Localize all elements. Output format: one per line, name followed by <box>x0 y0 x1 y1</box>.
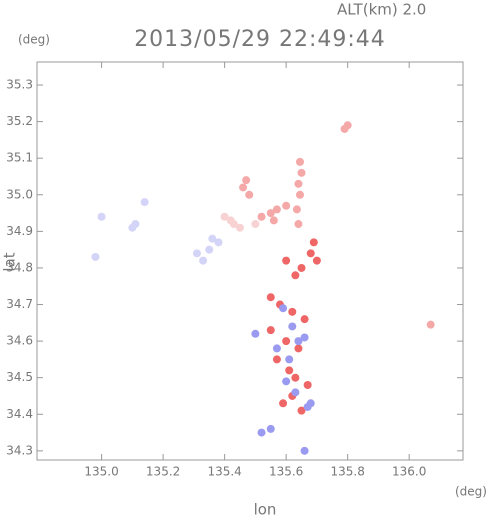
echo-point <box>291 271 300 280</box>
echo-point <box>272 205 281 214</box>
echo-point <box>300 315 309 324</box>
x-unit: (deg) <box>455 485 487 499</box>
y-tick-label: 34.7 <box>6 297 33 311</box>
echo-point <box>245 190 254 199</box>
echo-point <box>91 252 100 261</box>
x-tick-label: 135.4 <box>207 465 241 479</box>
echo-point <box>242 176 251 185</box>
echo-point <box>426 320 435 329</box>
echo-point <box>269 216 278 225</box>
echo-point <box>303 381 312 390</box>
echo-point <box>297 406 306 415</box>
echo-point <box>279 399 288 408</box>
echo-point <box>266 209 275 218</box>
x-axis-label: lon <box>254 501 277 519</box>
echo-point <box>300 333 309 342</box>
echo-point <box>239 183 248 192</box>
echo-point <box>226 216 235 225</box>
y-tick-label: 34.5 <box>6 370 33 384</box>
echo-point <box>272 344 281 353</box>
echo-point <box>303 402 312 411</box>
echo-point <box>279 304 288 313</box>
echo-point <box>272 355 281 364</box>
echo-point <box>205 245 214 254</box>
y-tick-label: 35.0 <box>6 187 33 201</box>
echo-point <box>282 377 291 386</box>
echo-point <box>295 190 304 199</box>
echo-point <box>131 220 140 229</box>
echo-point <box>288 322 297 331</box>
echo-point <box>294 337 303 346</box>
echo-point <box>97 212 106 221</box>
echo-point <box>208 234 217 243</box>
echo-point <box>285 366 294 375</box>
echo-point <box>257 212 266 221</box>
y-tick-label: 34.9 <box>6 224 33 238</box>
y-axis-label: lat <box>1 252 19 271</box>
y-tick-label: 35.1 <box>6 151 33 165</box>
echo-point <box>199 256 208 265</box>
echo-point <box>266 424 275 433</box>
plot-frame <box>36 61 464 461</box>
y-unit: (deg) <box>18 33 50 47</box>
echo-point <box>251 329 260 338</box>
echo-point <box>220 212 229 221</box>
chart-title: 2013/05/29 22:49:44 <box>134 27 386 52</box>
echo-point <box>294 179 303 188</box>
echo-point <box>291 388 300 397</box>
y-tick-label: 34.3 <box>6 443 33 457</box>
echo-point <box>251 220 260 229</box>
echo-point <box>300 446 309 455</box>
y-tick-label: 34.4 <box>6 407 33 421</box>
echo-point <box>288 307 297 316</box>
echo-point <box>312 256 321 265</box>
echo-point <box>257 428 266 437</box>
echo-point <box>266 326 275 335</box>
x-tick-label: 135.2 <box>146 465 180 479</box>
x-tick-label: 136.0 <box>392 465 426 479</box>
echo-point <box>297 168 306 177</box>
echo-point <box>294 220 303 229</box>
y-tick-label: 34.8 <box>6 260 33 274</box>
echo-point <box>291 373 300 382</box>
echo-point <box>214 238 223 247</box>
echo-point <box>294 344 303 353</box>
echo-point <box>340 124 349 133</box>
y-tick-label: 34.6 <box>6 334 33 348</box>
x-tick-label: 135.6 <box>269 465 303 479</box>
echo-point <box>266 293 275 302</box>
echo-point <box>282 256 291 265</box>
echo-point <box>306 249 315 258</box>
echo-point <box>285 355 294 364</box>
altitude: ALT(km) 2.0 <box>337 1 426 19</box>
y-tick-label: 35.2 <box>6 114 33 128</box>
echo-point <box>282 201 291 210</box>
echo-point <box>292 205 301 214</box>
echo-point <box>309 238 318 247</box>
echo-point <box>236 223 245 232</box>
echo-point <box>282 337 291 346</box>
echo-point <box>297 263 306 272</box>
x-tick-label: 135.0 <box>84 465 118 479</box>
echo-point <box>192 249 201 258</box>
echo-point <box>140 198 149 207</box>
echo-point <box>295 157 304 166</box>
y-tick-label: 35.3 <box>6 78 33 92</box>
x-tick-label: 135.8 <box>330 465 364 479</box>
